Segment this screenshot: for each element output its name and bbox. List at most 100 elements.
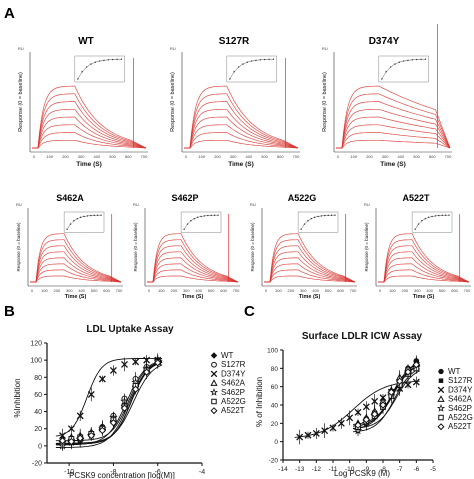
sensorgram-curve [30,245,122,283]
x-tick-label: -13 [295,466,305,473]
sensorgram-curve [30,269,122,283]
data-point [438,378,444,383]
x-tick-label: 500 [439,288,446,293]
data-point [121,360,128,368]
fit-curve [353,370,420,429]
ru-label: RU [133,202,139,207]
data-point [209,388,219,396]
affinity-inset [226,55,277,83]
y-tick-label: 40 [34,409,42,416]
data-point [211,361,217,368]
data-point [321,427,329,435]
sensorgram-a522t: A522T RU Response (0 = baseline) Time (S) 0 1… [364,193,471,300]
data-point [438,414,444,421]
sensorgram-curve [184,124,299,149]
ldl-uptake-chart: LDL Uptake Assay %Inhibition PCSK9 conce… [13,324,246,479]
y-tick-label: 40 [271,403,279,410]
x-tick-label: 200 [171,288,178,293]
x-tick-label: -8 [380,466,386,473]
x-tick-label: 600 [337,288,344,293]
sensorgram-curve [378,245,470,283]
sensorgram-curve [30,263,122,283]
x-tick-label: -12 [312,466,322,473]
x-tick-label: 500 [261,154,268,159]
x-tick-label: 200 [214,154,221,159]
sensorgram-curve [30,251,122,283]
data-point [67,437,76,446]
x-tick-label: 600 [125,154,132,159]
series-a522t [55,359,163,447]
legend-label: A522T [221,406,245,415]
y-axis-label: Response (0 = baseline) [170,72,176,132]
data-point [132,358,140,366]
sensorgram-title: WT [78,36,94,47]
data-point [87,390,95,398]
legend-label: WT [448,367,461,376]
x-tick-label: 400 [426,288,433,293]
inset-fit-line [229,59,274,80]
y-tick-label: 20 [34,426,42,433]
sensorgram-curve [30,233,122,283]
sensorgram-curve [32,124,147,149]
x-tick-label: 100 [198,154,205,159]
data-point [370,410,379,418]
sensorgram-curve [32,108,147,149]
data-point [109,419,118,427]
x-tick-label: 500 [413,154,420,159]
ru-label: RU [250,202,256,207]
series-a522t [352,359,421,429]
sensorgram-curve [378,263,470,283]
x-tick-label: 100 [41,288,48,293]
x-tick-label: 0 [185,154,188,159]
sensorgram-a522g: A522G RU Response (0 = baseline) Time (S) 0 1… [250,193,357,300]
x-tick-label: 0 [337,154,340,159]
sensorgram-curve [264,239,356,283]
inset-fit-line [381,59,426,80]
sensorgram-curve [336,124,451,149]
data-point [354,421,362,429]
sensorgram-curve [336,101,451,149]
data-point [379,401,387,409]
data-point [154,359,162,367]
sensorgram-curve [184,108,299,149]
sensorgram-title: A522T [402,193,430,203]
data-point [296,433,304,441]
sensorgram-s127r: S127R RU Response (0 = baseline) Time (S) 0 1… [170,36,300,168]
x-tick-label: 100 [275,288,282,293]
sensorgram-curve [378,233,470,283]
x-axis-label: Time (S) [182,294,204,300]
sensorgram-curve [264,257,356,283]
sensorgram-curve [184,116,299,149]
x-tick-label: -8 [110,469,116,476]
x-tick-label: 200 [366,154,373,159]
data-point [371,397,379,405]
fit-curve [55,364,163,444]
sensorgram-curve [32,101,147,149]
data-point [312,429,320,437]
sensorgram-curve [30,239,122,283]
chart-title: Surface LDLR ICW Assay [302,331,423,342]
sensorgram-title: D374Y [369,36,400,47]
sensorgram-curve [147,251,239,283]
series-a522g [353,364,420,435]
sensorgram-curve [147,275,239,283]
legend-label: WT [221,351,234,360]
legend-label: A522G [221,397,246,406]
x-tick-label: 500 [109,154,116,159]
sensorgram-curve [32,116,147,149]
x-tick-label: 700 [445,154,452,159]
sensorgram-wt: WT RU Response (0 = baseline) Time (S) 0 100 2… [18,36,148,168]
x-tick-label: -5 [430,466,436,473]
data-point [98,426,107,435]
y-tick-label: -20 [269,458,279,465]
x-tick-label: 100 [158,288,165,293]
y-axis-label: % of Inhibition [255,377,264,427]
x-tick-label: 200 [54,288,61,293]
y-axis-label: Response (0 = baseline) [250,222,255,271]
data-point [436,404,446,412]
data-point [337,419,345,427]
affinity-inset [378,55,429,83]
data-point [210,407,218,415]
panel-letter-a: A [4,5,15,22]
